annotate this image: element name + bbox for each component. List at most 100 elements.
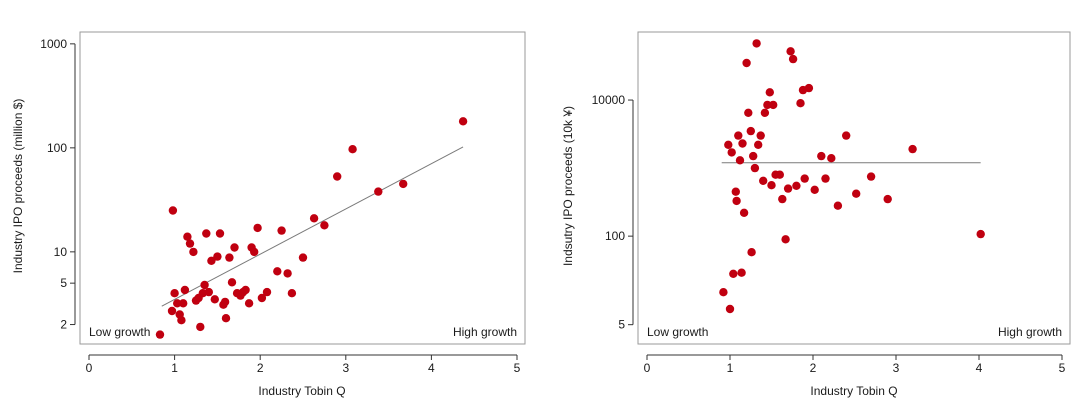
- data-point: [908, 144, 917, 154]
- data-point: [287, 289, 297, 298]
- data-point: [842, 131, 851, 140]
- data-point: [230, 243, 239, 252]
- data-point: [348, 145, 357, 154]
- data-point: [273, 267, 282, 276]
- right-scatter-panel: Low growth High growth Industry Tobin Q …: [561, 31, 1071, 398]
- data-point: [804, 83, 814, 93]
- y-tick-label: 2: [60, 318, 67, 332]
- data-point: [724, 140, 733, 149]
- low-growth-label: Low growth: [89, 325, 150, 339]
- data-point: [202, 229, 211, 238]
- data-point: [168, 206, 178, 215]
- data-point: [204, 287, 213, 297]
- left-scatter-panel: Low growth High growth Industry Tobin Q …: [11, 31, 526, 398]
- data-point: [173, 299, 182, 308]
- data-point: [244, 299, 254, 308]
- x-tick-label: 0: [86, 361, 93, 375]
- data-point: [179, 299, 188, 308]
- data-point: [458, 117, 468, 126]
- data-point: [277, 226, 286, 235]
- data-point: [253, 223, 262, 233]
- data-point: [775, 170, 784, 179]
- data-point: [221, 314, 231, 323]
- y-tick-label: 10000: [592, 93, 626, 107]
- y-tick-label: 1000: [40, 37, 67, 51]
- x-tick-label: 5: [514, 361, 521, 375]
- x-tick-label: 0: [644, 361, 651, 375]
- y-tick-label: 100: [605, 229, 625, 243]
- data-point: [765, 88, 774, 97]
- high-growth-label: High growth: [453, 325, 517, 339]
- data-point: [778, 194, 787, 204]
- data-point: [821, 174, 830, 183]
- data-point: [752, 39, 761, 48]
- data-point: [220, 297, 230, 307]
- data-point: [759, 176, 768, 185]
- x-tick-label: 3: [893, 361, 900, 375]
- data-point: [754, 140, 763, 149]
- data-point: [257, 293, 267, 303]
- data-point: [767, 181, 776, 190]
- data-point: [727, 148, 736, 157]
- data-point: [729, 269, 738, 278]
- plot-frame: [637, 31, 1071, 345]
- x-tick-label: 1: [727, 361, 734, 375]
- data-point: [207, 256, 216, 265]
- data-point: [737, 268, 746, 277]
- data-point: [976, 229, 985, 239]
- data-point: [852, 189, 861, 198]
- data-point: [241, 285, 250, 295]
- y-tick-label: 10: [54, 245, 68, 259]
- data-point: [215, 229, 225, 238]
- data-point: [747, 248, 756, 257]
- data-point: [738, 139, 747, 148]
- x-tick-label: 4: [976, 361, 983, 375]
- data-point: [250, 247, 259, 257]
- data-point: [196, 322, 205, 332]
- data-point: [769, 100, 778, 110]
- y-tick-label: 100: [47, 141, 67, 155]
- data-point: [309, 214, 319, 223]
- data-point: [213, 252, 222, 261]
- data-point: [170, 289, 179, 298]
- data-point: [732, 196, 741, 206]
- data-point: [744, 108, 753, 118]
- y-tick-label: 5: [618, 318, 625, 332]
- y-axis-label: Industry IPO proceeds (million $): [11, 99, 25, 274]
- data-point: [180, 285, 190, 295]
- data-point: [800, 174, 809, 183]
- data-point: [227, 278, 237, 287]
- data-point: [783, 184, 793, 193]
- plot-frame: [79, 31, 526, 345]
- data-point: [320, 221, 329, 230]
- data-point: [760, 108, 770, 118]
- data-point: [735, 156, 745, 165]
- data-point: [734, 131, 743, 140]
- y-tick-label: 5: [60, 276, 67, 290]
- data-point: [810, 185, 819, 194]
- data-point: [763, 100, 772, 110]
- x-tick-label: 4: [428, 361, 435, 375]
- x-tick-label: 1: [171, 361, 178, 375]
- data-point: [817, 151, 826, 161]
- x-axis-label: Industry Tobin Q: [810, 384, 897, 398]
- data-point: [167, 306, 177, 316]
- x-tick-label: 3: [342, 361, 349, 375]
- low-growth-label: Low growth: [647, 325, 708, 339]
- data-point: [725, 304, 735, 314]
- data-point: [786, 47, 795, 56]
- data-point: [742, 58, 751, 68]
- data-point: [883, 194, 892, 204]
- data-point: [796, 99, 805, 108]
- data-point: [189, 247, 198, 257]
- data-point: [749, 151, 758, 161]
- x-axis-label: Industry Tobin Q: [258, 384, 345, 398]
- data-point: [225, 253, 234, 262]
- data-point: [399, 179, 408, 189]
- data-point: [374, 187, 383, 196]
- data-point: [739, 208, 749, 217]
- data-point: [756, 131, 765, 140]
- data-point: [185, 239, 195, 248]
- data-point: [333, 172, 342, 181]
